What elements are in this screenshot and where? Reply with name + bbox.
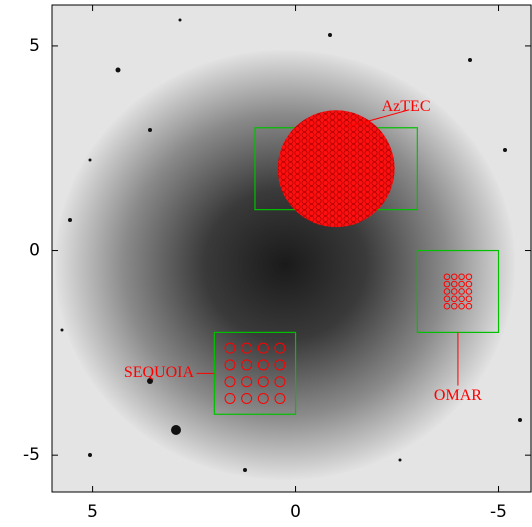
region-label: OMAR — [434, 387, 482, 404]
x-tick-label: -5 — [490, 502, 507, 522]
footprint — [278, 110, 395, 227]
region-label: AzTEC — [382, 98, 431, 115]
x-tick-label: 0 — [290, 502, 301, 522]
y-tick-label: -5 — [23, 445, 40, 465]
region-label: SEQUOIA — [124, 364, 195, 381]
x-tick-label: 5 — [87, 502, 98, 522]
sky-image — [52, 5, 532, 492]
y-tick-label: 5 — [29, 36, 40, 56]
figure: 5 0 -5 5 0 -5 AzTEC OMAR SEQUOIA — [0, 0, 532, 527]
y-tick-label: 0 — [29, 241, 40, 261]
